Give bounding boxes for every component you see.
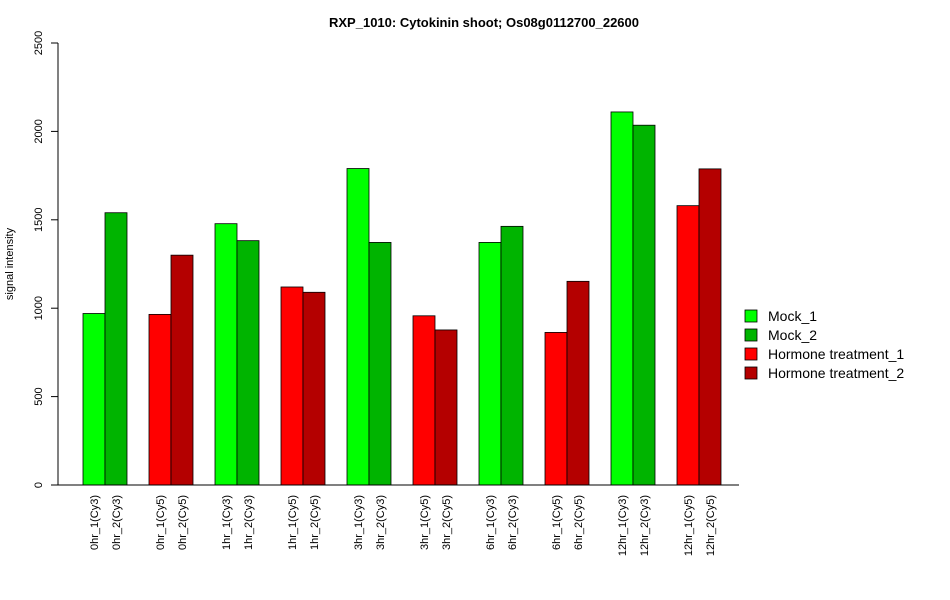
bar (544, 332, 568, 486)
legend-label: Hormone treatment_1 (768, 346, 904, 362)
legend-label: Mock_2 (768, 327, 817, 343)
legend-label: Hormone treatment_2 (768, 365, 904, 381)
y-tick-label: 2500 (33, 31, 45, 55)
bar (280, 286, 304, 486)
category-label: 12hr_1(Cy3) (617, 495, 629, 556)
category-label: 3hr_1(Cy5) (419, 495, 431, 550)
bar (566, 280, 590, 486)
category-label: 0hr_2(Cy3) (111, 495, 123, 550)
category-label: 0hr_2(Cy5) (177, 495, 189, 550)
category-label: 0hr_1(Cy5) (155, 495, 167, 550)
bar (478, 242, 502, 486)
category-label: 0hr_1(Cy3) (89, 495, 101, 550)
bars-group (82, 111, 722, 486)
legend-swatch (744, 309, 758, 323)
bar (434, 329, 458, 486)
legend-swatch (744, 328, 758, 342)
category-label: 6hr_1(Cy5) (551, 495, 563, 550)
bar (368, 242, 392, 486)
bar (214, 223, 238, 486)
bar (236, 240, 260, 486)
category-label: 3hr_2(Cy5) (441, 495, 453, 550)
category-label: 1hr_2(Cy3) (243, 495, 255, 550)
chart-title: RXP_1010: Cytokinin shoot; Os08g0112700_… (329, 15, 639, 30)
legend: Mock_1 Mock_2 Hormone treatment_1 Hormone t… (744, 308, 904, 381)
bar (632, 124, 656, 486)
y-tick-label: 2000 (33, 119, 45, 143)
bar (676, 205, 700, 486)
y-tick-label: 1000 (33, 296, 45, 320)
bar (412, 315, 436, 486)
category-label: 1hr_1(Cy3) (221, 495, 233, 550)
category-label: 3hr_2(Cy3) (375, 495, 387, 550)
category-labels: 0hr_1(Cy3) 0hr_2(Cy3) 0hr_1(Cy5) 0hr_2(Cy5)… (89, 495, 717, 556)
bar (610, 111, 634, 486)
y-tick-label: 0 (33, 482, 45, 488)
bar (104, 212, 128, 486)
bar (82, 313, 106, 486)
category-label: 3hr_1(Cy3) (353, 495, 365, 550)
category-label: 12hr_2(Cy3) (639, 495, 651, 556)
category-label: 6hr_2(Cy3) (507, 495, 519, 550)
y-axis: 0 500 1000 1500 2000 2500 (33, 31, 59, 488)
bar (170, 254, 194, 486)
y-tick-label: 500 (33, 387, 45, 405)
category-label: 12hr_1(Cy5) (683, 495, 695, 556)
category-label: 1hr_1(Cy5) (287, 495, 299, 550)
category-label: 6hr_1(Cy3) (485, 495, 497, 550)
category-label: 1hr_2(Cy5) (309, 495, 321, 550)
y-tick-label: 1500 (33, 208, 45, 232)
category-label: 6hr_2(Cy5) (573, 495, 585, 550)
legend-swatch (744, 347, 758, 361)
bar (698, 168, 722, 486)
legend-label: Mock_1 (768, 308, 817, 324)
y-axis-title: signal intensity (4, 227, 16, 300)
legend-swatch (744, 366, 758, 380)
category-label: 12hr_2(Cy5) (705, 495, 717, 556)
bar (148, 313, 172, 486)
bar (346, 168, 370, 486)
bar (302, 291, 326, 486)
bar (500, 225, 524, 486)
